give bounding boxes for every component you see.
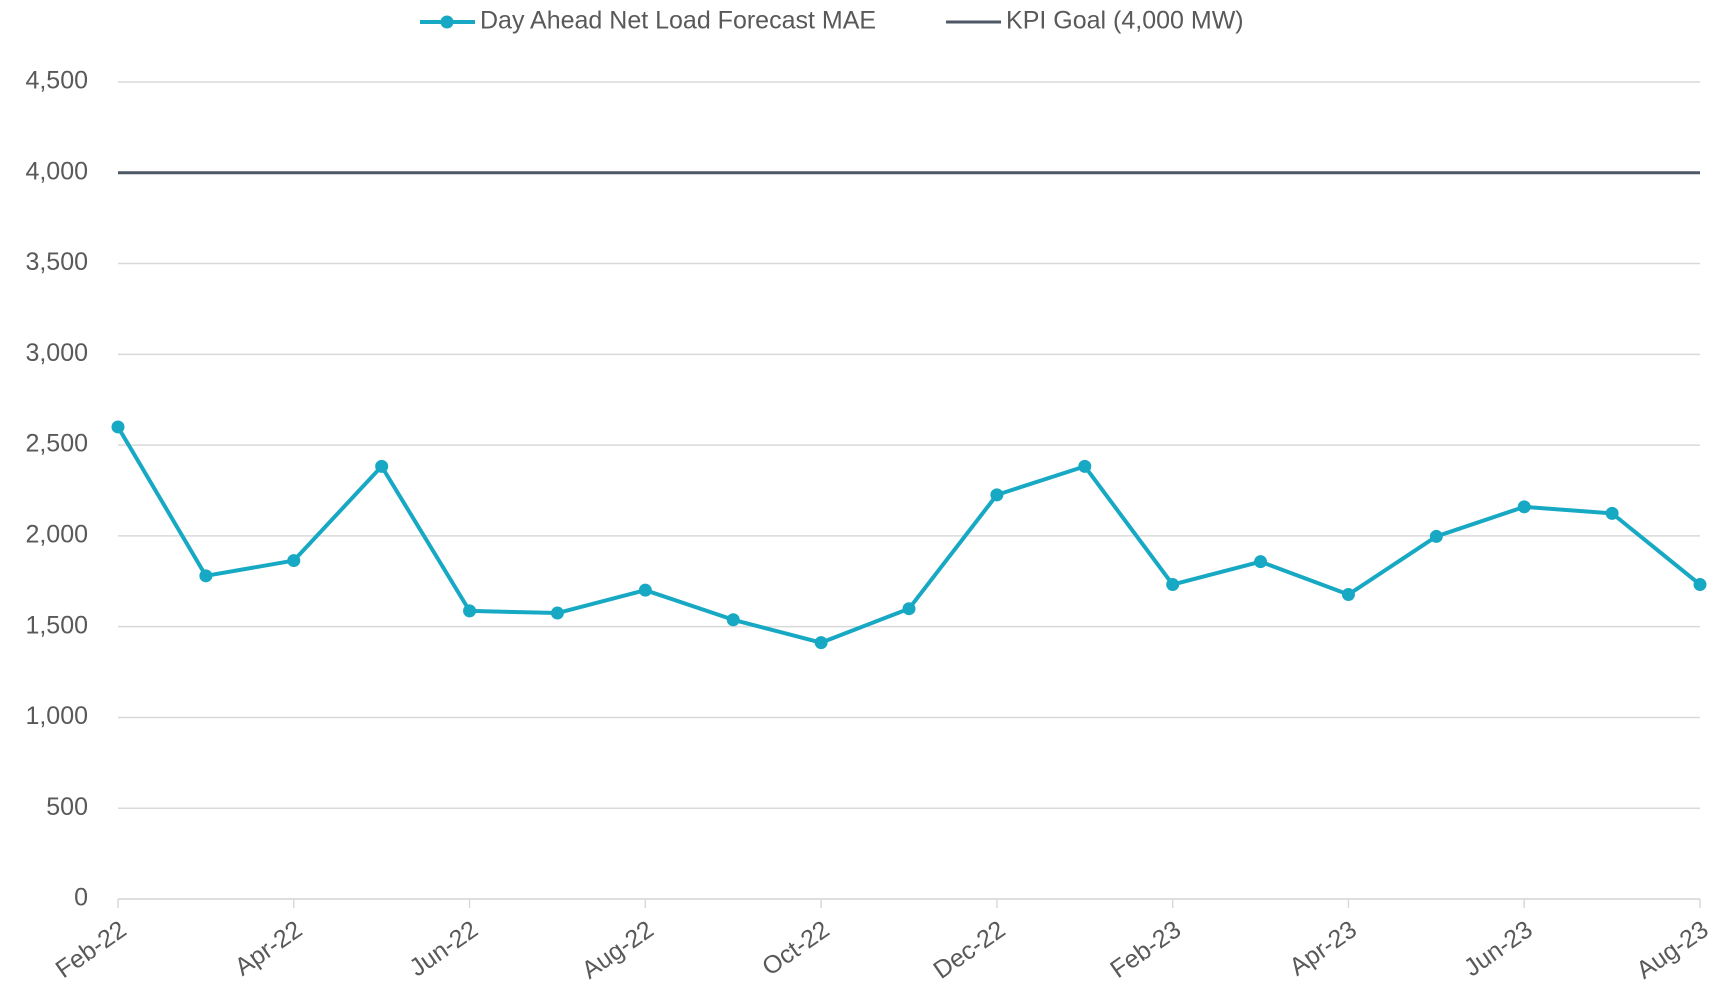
- y-tick-label: 4,000: [25, 157, 88, 185]
- x-tick-label: Feb-22: [51, 915, 132, 983]
- y-tick-label: 2,500: [25, 430, 88, 458]
- data-point: [814, 636, 828, 650]
- data-point: [1254, 555, 1268, 569]
- y-tick-label: 4,500: [25, 67, 88, 95]
- y-tick-label: 0: [74, 884, 88, 912]
- y-tick-label: 500: [46, 793, 88, 821]
- y-tick-label: 2,000: [25, 520, 88, 548]
- data-point: [1517, 500, 1531, 514]
- x-tick-label: Aug-22: [577, 915, 659, 984]
- x-tick-label: Jun-22: [404, 915, 483, 982]
- legend-marker: [440, 15, 454, 29]
- y-tick-label: 3,500: [25, 248, 88, 276]
- x-tick-label: Apr-23: [1284, 915, 1362, 981]
- y-tick-label: 1,500: [25, 611, 88, 639]
- data-point: [287, 554, 301, 568]
- data-point: [726, 613, 740, 627]
- data-point: [375, 459, 389, 473]
- data-point: [1605, 506, 1619, 520]
- x-tick-label: Feb-23: [1105, 915, 1186, 983]
- data-point: [550, 606, 564, 620]
- x-tick-label: Oct-22: [757, 915, 835, 981]
- x-tick-label: Aug-23: [1631, 915, 1713, 984]
- data-point: [111, 420, 125, 434]
- x-tick-label: Dec-22: [928, 915, 1010, 984]
- x-tick-label: Apr-22: [230, 915, 308, 981]
- data-point: [1429, 529, 1443, 543]
- y-tick-label: 1,000: [25, 702, 88, 730]
- data-point: [990, 488, 1004, 502]
- data-point: [1341, 588, 1355, 602]
- legend-label: KPI Goal (4,000 MW): [1006, 7, 1244, 35]
- data-point: [638, 583, 652, 597]
- data-point: [902, 602, 916, 616]
- x-tick-label: Jun-23: [1459, 915, 1538, 982]
- data-point: [1693, 578, 1707, 592]
- data-point: [199, 569, 213, 583]
- data-point: [1166, 578, 1180, 592]
- data-point: [1078, 459, 1092, 473]
- legend-label: Day Ahead Net Load Forecast MAE: [480, 7, 876, 35]
- y-tick-label: 3,000: [25, 339, 88, 367]
- data-point: [463, 604, 477, 618]
